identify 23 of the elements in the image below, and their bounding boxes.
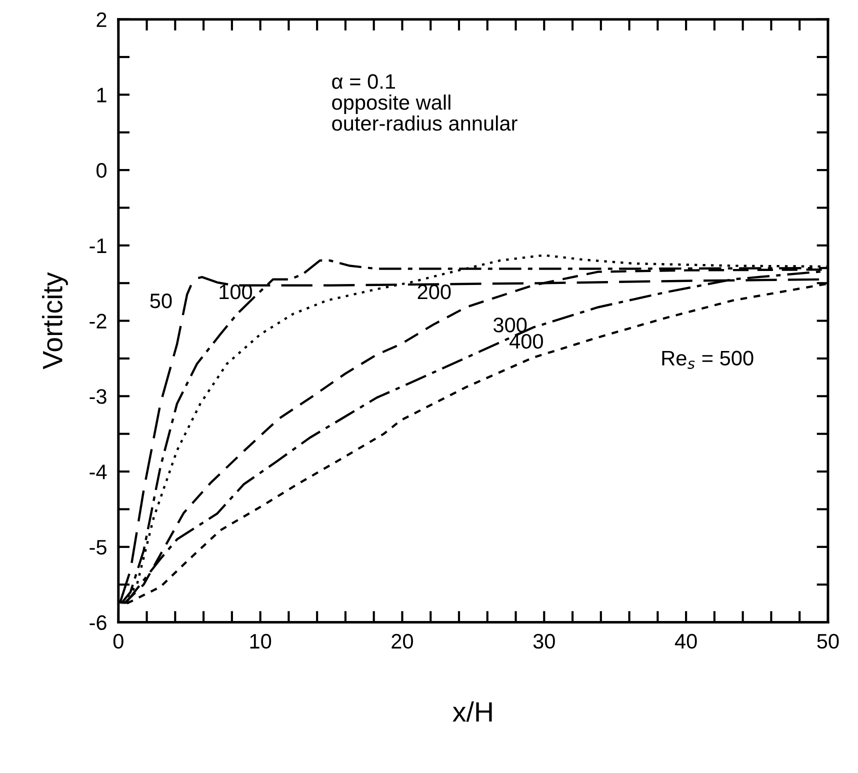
y-tick-label: -4 [90, 464, 107, 480]
annotation: α = 0.1 opposite wall outer-radius annular [332, 74, 518, 131]
x-tick-label: 10 [250, 634, 272, 649]
y-tick-label: 1 [97, 88, 106, 102]
x-tick-label: 0 [113, 634, 124, 649]
x-tick-label: 40 [674, 634, 697, 649]
annotation: Re$_{s}$ = 500 [662, 350, 754, 369]
y-tick-label: 0 [96, 163, 106, 178]
annotation: 400 [510, 334, 543, 349]
y-tick-label: -5 [90, 540, 106, 555]
y-tick-label: -1 [90, 238, 106, 253]
y-tick-label: -2 [90, 314, 106, 328]
y-axis-title: Vorticity [42, 272, 68, 370]
annotation: 50 [150, 294, 172, 308]
x-axis-title: x/H [452, 701, 492, 722]
x-tick-label: 50 [817, 634, 839, 649]
annotation: 200 [418, 284, 451, 300]
annotation: 300 [494, 318, 527, 332]
y-tick-label: 2 [96, 12, 106, 27]
x-tick-label: 30 [533, 634, 555, 649]
y-tick-label: -3 [90, 389, 106, 404]
x-tick-label: 20 [392, 634, 414, 649]
y-tick-label: -6 [90, 615, 106, 630]
